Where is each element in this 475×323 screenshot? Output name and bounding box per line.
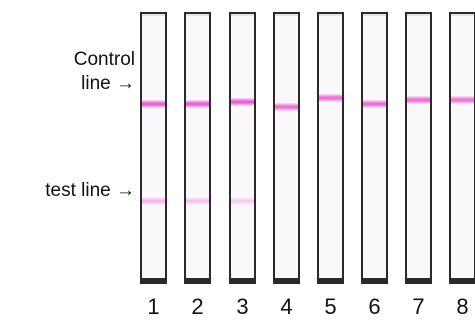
lane-number-4: 4 [280,294,293,319]
lane-number-2: 2 [191,294,204,319]
test-strip-5 [317,12,344,284]
lane-number-3: 3 [236,294,249,319]
lane-number-1: 1 [147,294,160,319]
control-band-7 [407,96,430,104]
control-line-label: Control line → [74,48,135,96]
control-band-5 [319,94,342,102]
lane-number-7: 7 [412,294,425,319]
test-band-1 [142,197,165,205]
test-strip-3 [229,12,256,284]
test-strip-8 [449,12,475,284]
test-strip-2 [184,12,211,284]
control-band-6 [363,100,386,108]
test-strip-1 [140,12,167,284]
test-strip-7 [405,12,432,284]
test-strip-4 [273,12,300,284]
control-band-2 [186,100,209,108]
control-band-3 [231,98,254,106]
control-band-4 [275,103,298,111]
control-band-1 [142,100,165,108]
test-strip-6 [361,12,388,284]
control-label-line-1: Control [73,49,135,70]
lane-number-6: 6 [368,294,381,319]
lane-number-5: 5 [324,294,337,319]
test-line-label: test line → [45,180,135,201]
test-band-2 [186,197,209,205]
test-band-3 [231,197,254,205]
control-label-line-2: line → [81,73,135,94]
lane-number-8: 8 [456,294,469,319]
control-band-8 [451,96,474,104]
